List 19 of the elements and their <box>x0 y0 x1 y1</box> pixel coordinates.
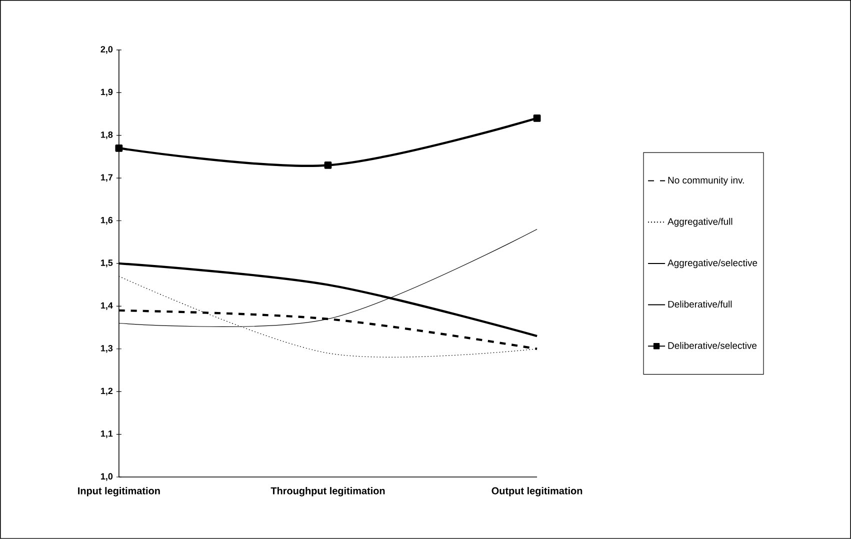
y-tick-label: 1,7 <box>101 174 113 182</box>
y-tick-label: 1,4 <box>101 302 113 310</box>
x-tick-label: Throughput legitimation <box>270 487 385 496</box>
x-tick-label: Input legitimation <box>78 487 160 496</box>
y-tick-label: 1,1 <box>101 430 113 438</box>
y-tick-label: 1,3 <box>101 345 113 353</box>
legend-label: Aggregative/selective <box>668 259 758 268</box>
x-tick-label: Output legitimation <box>492 487 582 496</box>
legend-label: Deliberative/selective <box>668 342 757 349</box>
y-tick-label: 2,0 <box>100 46 113 54</box>
y-tick-label: 1,8 <box>101 132 113 140</box>
y-tick-label: 1,6 <box>101 216 113 225</box>
legend-label: No community inv. <box>668 176 744 186</box>
legend-label: Deliberative/full <box>668 300 732 308</box>
legend-label: Aggregative/full <box>668 218 732 227</box>
y-tick-label: 1,2 <box>101 388 113 396</box>
y-tick-label: 1,0 <box>101 473 113 481</box>
y-tick-label: 1,9 <box>101 88 113 96</box>
y-tick-label: 1,5 <box>101 260 113 268</box>
